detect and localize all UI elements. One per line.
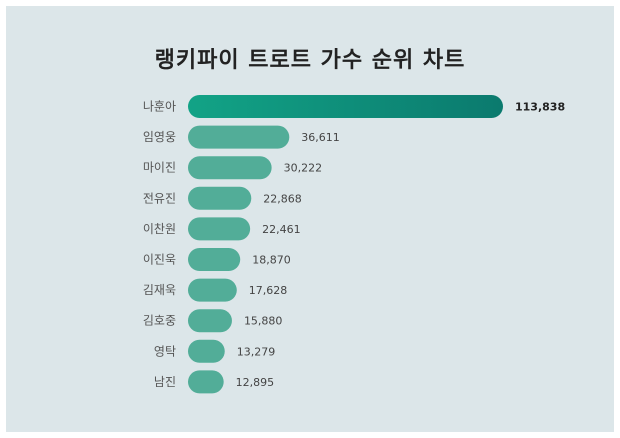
category-label: 김재욱 bbox=[143, 283, 176, 297]
bar bbox=[188, 370, 224, 394]
category-label: 이찬원 bbox=[143, 221, 176, 236]
bar bbox=[188, 95, 503, 118]
bar bbox=[188, 278, 237, 302]
bar bbox=[188, 217, 251, 241]
category-label: 이진욱 bbox=[143, 253, 176, 267]
bar bbox=[188, 125, 290, 149]
value-label: 17,628 bbox=[249, 284, 288, 297]
chart-title: 랭키파이 트로트 가수 순위 차트 bbox=[154, 48, 466, 73]
value-label: 113,838 bbox=[515, 101, 565, 114]
value-label: 22,868 bbox=[263, 192, 302, 205]
bar bbox=[188, 248, 241, 271]
category-label: 전유진 bbox=[143, 191, 176, 205]
chart-panel: 랭키파이 트로트 가수 순위 차트 bbox=[6, 6, 614, 432]
category-label: 나훈아 bbox=[143, 100, 176, 114]
category-label: 마이진 bbox=[143, 161, 176, 175]
category-label: 임영웅 bbox=[143, 130, 176, 144]
bar bbox=[188, 186, 252, 210]
value-label: 36,611 bbox=[301, 131, 340, 144]
value-label: 30,222 bbox=[284, 162, 323, 175]
bar bbox=[188, 309, 232, 333]
bar bbox=[188, 156, 272, 180]
category-label: 김호중 bbox=[143, 314, 176, 328]
value-label: 12,895 bbox=[236, 376, 275, 389]
value-label: 22,461 bbox=[262, 223, 301, 236]
value-label: 13,279 bbox=[237, 345, 276, 358]
value-label: 18,870 bbox=[252, 254, 291, 267]
bar bbox=[188, 339, 225, 363]
category-label: 남진 bbox=[154, 375, 176, 389]
category-label: 영탁 bbox=[154, 344, 176, 358]
value-label: 15,880 bbox=[244, 315, 283, 328]
